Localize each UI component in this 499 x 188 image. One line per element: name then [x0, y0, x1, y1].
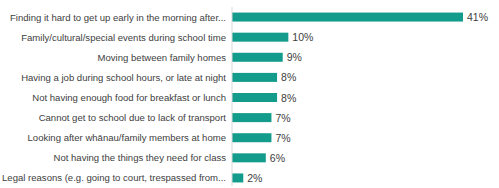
data-label: 6% — [270, 152, 285, 164]
bar — [232, 133, 271, 142]
bar — [232, 53, 283, 62]
bar — [232, 33, 288, 42]
category-label: Not having enough food for breakfast or … — [32, 92, 226, 103]
data-label: 7% — [275, 132, 290, 144]
bar — [232, 113, 271, 122]
category-label: Family/cultural/special events during sc… — [21, 32, 226, 43]
axis-line — [232, 7, 233, 186]
data-label: 41% — [467, 11, 488, 23]
category-labels: Finding it hard to get up early in the m… — [2, 12, 226, 184]
category-label: Looking after whānau/family members at h… — [28, 132, 226, 143]
data-label: 7% — [275, 112, 290, 124]
category-label: Having a job during school hours, or lat… — [21, 72, 226, 83]
bar — [232, 73, 277, 82]
chart: Finding it hard to get up early in the m… — [0, 0, 499, 188]
data-label: 10% — [292, 31, 313, 43]
category-label: Finding it hard to get up early in the m… — [10, 12, 226, 23]
category-label: Cannot get to school due to lack of tran… — [39, 112, 227, 123]
category-label: Moving between family homes — [98, 52, 227, 63]
category-label: Legal reasons (e.g. going to court, tres… — [2, 172, 226, 183]
category-label: Not having the things they need for clas… — [54, 152, 227, 163]
data-label: 8% — [281, 92, 296, 104]
data-label: 9% — [287, 51, 302, 63]
data-label: 2% — [247, 172, 262, 184]
bars — [232, 13, 463, 183]
bar — [232, 153, 266, 162]
bar — [232, 173, 243, 182]
data-label: 8% — [281, 71, 296, 83]
bar — [232, 93, 277, 102]
bar — [232, 13, 463, 22]
